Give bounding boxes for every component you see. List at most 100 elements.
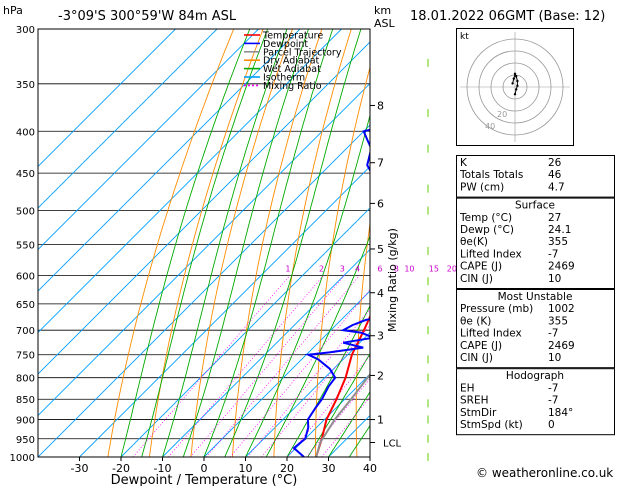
km-tick-label: 5: [377, 243, 384, 256]
pressure-tick-label: 300: [16, 25, 35, 36]
table-row-label: PW (cm): [460, 181, 504, 193]
header-location: -3°09'S 300°59'W 84m ASL: [58, 9, 237, 24]
wet-adiabat-line: [182, 29, 309, 457]
pressure-tick-label: 550: [16, 240, 35, 251]
wet-adiabat-line: [203, 29, 334, 457]
hodograph-point: [515, 75, 518, 78]
wet-adiabat-line: [141, 29, 269, 457]
table-row-value: 10: [548, 352, 561, 364]
table-row-label: SREH: [460, 395, 489, 407]
x-tick-label: 20: [280, 462, 294, 475]
table-row-label: Totals Totals: [459, 169, 523, 181]
isotherm-line: [38, 29, 301, 292]
table-row-label: θe (K): [460, 315, 491, 327]
pressure-tick-label: 700: [16, 326, 35, 337]
pressure-tick-label: 800: [16, 374, 35, 385]
table-row-value: 10: [548, 273, 561, 285]
mixing-ratio-label: 6: [377, 264, 382, 273]
mixing-ratio-label: 20: [447, 264, 457, 273]
index-tables: K 26 Totals Totals 46 PW (cm) 4.7 SurfaceTemp …: [456, 155, 615, 436]
km-tick-label: 6: [377, 197, 384, 210]
mixing-ratio-label: 10: [404, 264, 414, 273]
table-title: Most Unstable: [498, 291, 573, 303]
wet-adiabat-line: [328, 391, 370, 457]
dry-adiabat-line: [107, 29, 235, 457]
isotherm-line: [79, 165, 370, 457]
isotherm-line: [120, 207, 370, 457]
legend-label: Mixing Ratio: [263, 81, 322, 92]
mixing-ratio-label: 1: [285, 264, 290, 273]
mixing-ratio-label: 4: [355, 264, 360, 273]
isotherm-line: [203, 290, 370, 457]
mixing-ratio-label: 15: [429, 264, 439, 273]
mixing-ratio-line: [247, 308, 370, 457]
x-tick-label: -30: [71, 462, 89, 475]
legend-label: Parcel Trajectory: [263, 47, 342, 58]
isotherm-line: [38, 29, 176, 168]
series-parcel-trajectory: [315, 372, 370, 457]
mixing-ratio-label: 3: [340, 264, 345, 273]
table-row-value: 46: [548, 169, 562, 181]
pressure-tick-label: 600: [16, 271, 35, 282]
table-row-label: CIN (J): [460, 352, 493, 364]
hodograph-point: [512, 77, 515, 80]
isotherm-line: [38, 82, 370, 417]
pressure-tick-label: 350: [16, 80, 35, 91]
table-row-value: 2469: [548, 261, 575, 273]
table-row-label: StmSpd (kt): [460, 419, 523, 431]
x-tick-label: 30: [322, 462, 336, 475]
mixing-ratio-line: [168, 275, 324, 457]
pressure-tick-label: 1000: [10, 453, 35, 464]
x-tick-label: 40: [363, 462, 377, 475]
table-row-label: CIN (J): [460, 273, 493, 285]
km-tick-label: 2: [377, 369, 384, 382]
table-row-value: 27: [548, 212, 561, 224]
wet-adiabat-line: [286, 305, 370, 457]
hodograph-point: [513, 93, 517, 96]
table-row-value: 355: [548, 315, 568, 327]
hodograph-ring-label: 20: [497, 110, 507, 119]
table-box: [456, 155, 615, 198]
hodograph-point: [516, 79, 519, 83]
table-row-label: K: [460, 157, 468, 169]
table-row-label: Pressure (mb): [460, 303, 533, 315]
mixing-ratio-line: [132, 275, 291, 457]
table-row-value: 1002: [548, 303, 575, 315]
hodograph-point: [513, 72, 517, 75]
pressure-tick-label: 500: [16, 207, 35, 218]
legend-label: Isotherm: [263, 73, 305, 84]
hodograph-unit: kt: [460, 32, 469, 42]
pressure-tick-label: 400: [16, 127, 35, 138]
isotherm-line: [38, 124, 370, 457]
table-row-value: 0: [548, 419, 555, 431]
mixing-ratio-line: [261, 324, 370, 457]
legend-label: Dry Adiabat: [263, 56, 320, 67]
dry-adiabat-line: [231, 29, 323, 457]
dry-adiabat-line: [148, 29, 264, 457]
mixing-ratio-axis-label: Mixing Ratio (g/kg): [386, 228, 399, 332]
table-row-value: -7: [548, 248, 558, 260]
table-row-value: 184°: [548, 407, 573, 419]
table-row-label: θe(K): [460, 236, 488, 248]
table-row-value: 355: [548, 236, 568, 248]
isotherm-line: [286, 373, 370, 457]
wet-adiabat-line: [162, 29, 288, 457]
table-row-label: Dewp (°C): [460, 224, 514, 236]
isotherm-line: [38, 29, 259, 251]
wet-adiabat-line: [307, 352, 370, 457]
table-row-value: 2469: [548, 340, 575, 352]
wet-adiabat-line: [120, 29, 251, 457]
lcl-label: LCL: [383, 438, 402, 449]
table-box: [456, 197, 615, 289]
mixing-ratio-line: [190, 275, 345, 457]
wet-adiabat-line: [224, 29, 362, 457]
table-row-value: -7: [548, 328, 558, 340]
table-row-value: 24.1: [548, 224, 571, 236]
km-tick-label: 1: [377, 414, 384, 427]
header-asl-unit: ASL: [374, 17, 396, 30]
isotherm-line: [162, 248, 370, 457]
table-row-value: 4.7: [548, 181, 565, 193]
pressure-tick-label: 950: [16, 435, 35, 446]
